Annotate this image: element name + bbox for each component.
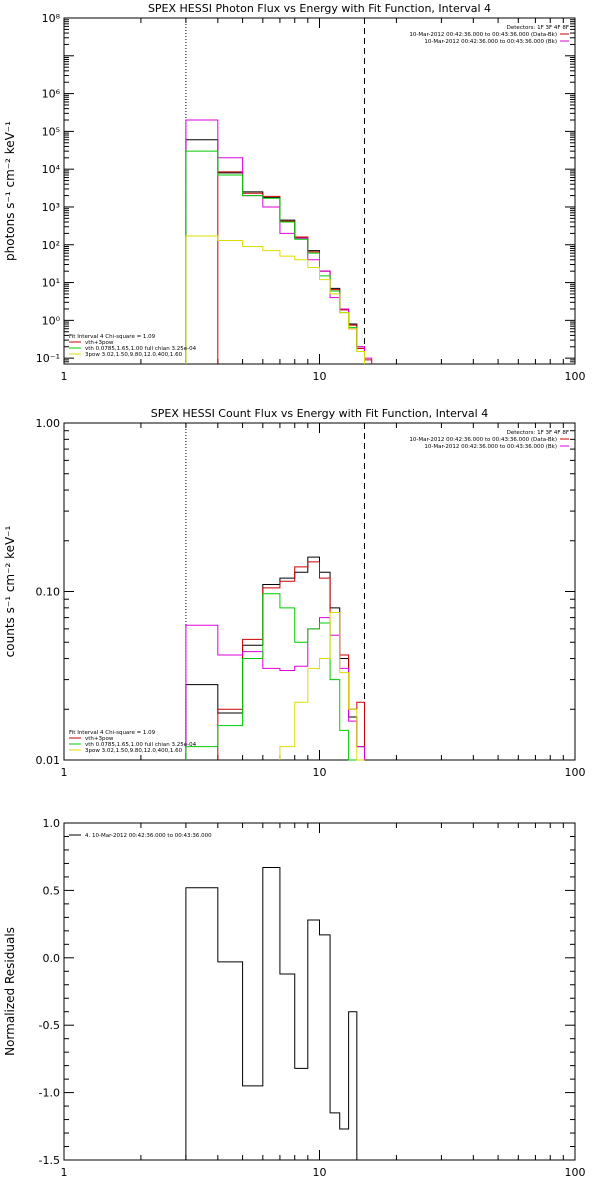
y-tick-label: -1.0 — [39, 1087, 60, 1100]
y-tick-label: 10² — [42, 239, 60, 252]
y-tick-label-top: 10⁸ — [42, 12, 61, 25]
series-line-2 — [185, 119, 373, 364]
y-axis-label: Normalized Residuals — [3, 927, 17, 1056]
legend-right-text: 10-Mar-2012 00:42:36.000 to 00:43:36.000… — [424, 444, 557, 450]
y-axis-label: photons s⁻¹ cm⁻² keV⁻¹ — [3, 121, 17, 261]
plot-frame — [63, 17, 576, 365]
chart-title: SPEX HESSI Photon Flux vs Energy with Fi… — [148, 2, 491, 15]
y-tick-label: 0.5 — [43, 884, 61, 897]
y-tick-label: 0.0 — [43, 952, 61, 965]
chart-resid: Normalized Residuals 1 10 100 -1.5 -1.0 -0.5 0.… — [3, 817, 586, 1179]
y-tick-label: 10⁶ — [42, 88, 61, 101]
x-tick-label: 100 — [565, 370, 586, 383]
chart-photon: SPEX HESSI Photon Flux vs Energy with Fi… — [3, 2, 586, 383]
series-line-3 — [185, 150, 365, 364]
y-tick-label: 0.10 — [36, 586, 61, 599]
legend-left-text: vth 0.0785,1.65,1.00 full chian 3.25e-04 — [85, 742, 197, 748]
y-axis-label: counts s⁻¹ cm⁻² keV⁻¹ — [3, 525, 17, 657]
legend-right-text: Detectors: 1F 3F 4F 8F — [507, 25, 569, 31]
legend-left-text: Fit Interval 4 Chi-square = 1.09 — [69, 334, 156, 340]
y-tick-label: 10⁻¹ — [36, 352, 60, 365]
legend-right-text: 10-Mar-2012 00:42:36.000 to 00:43:36.000… — [424, 39, 557, 45]
legend-left-text: Fit Interval 4 Chi-square = 1.09 — [69, 730, 156, 736]
x-tick-label: 1 — [61, 766, 68, 779]
legend-right-text: 10-Mar-2012 00:42:36.000 to 00:43:36.000… — [409, 437, 557, 443]
legend-left-text: vth 0.0785,1.65,1.00 full chian 3.25e-04 — [85, 346, 197, 352]
legend-left-text: 3pow 3.02,1.50,9.80,12.0,400,1.60 — [85, 748, 183, 754]
x-tick-label: 100 — [565, 1166, 586, 1179]
series-line-3 — [185, 593, 357, 761]
plot-frame — [63, 422, 576, 761]
x-tick-label: 100 — [565, 766, 586, 779]
y-tick-label: 10³ — [42, 201, 60, 214]
y-tick-label: 10⁴ — [42, 163, 61, 176]
series-line-4 — [279, 612, 365, 761]
legend-right-text: 10-Mar-2012 00:42:36.000 to 00:43:36.000… — [409, 32, 557, 38]
x-tick-label: 1 — [61, 370, 68, 383]
y-tick-label: 0.01 — [36, 754, 61, 767]
series-line-1 — [217, 171, 373, 364]
legend-left-text: 4. 10-Mar-2012 00:42:36.000 to 00:43:36.… — [85, 833, 212, 839]
y-tick-label: 10⁰ — [42, 314, 61, 327]
legend-right-text: Detectors: 1F 3F 4F 8F — [507, 430, 569, 436]
plot-frame — [63, 822, 576, 1161]
x-tick-label: 10 — [313, 766, 327, 779]
legend-left-text: vth+3pow — [85, 340, 114, 346]
y-tick-label: -1.5 — [39, 1154, 60, 1167]
series-line-2 — [185, 617, 365, 760]
y-tick-label: 10¹ — [42, 277, 60, 290]
y-tick-label: -0.5 — [39, 1019, 60, 1032]
series-line-4 — [185, 235, 365, 364]
y-tick-label: 1.0 — [43, 817, 61, 830]
y-tick-label: 10⁵ — [42, 125, 60, 138]
x-tick-label: 10 — [313, 370, 327, 383]
x-tick-label: 10 — [313, 1166, 327, 1179]
y-tick-label: 1.00 — [36, 417, 61, 430]
legend-left-text: 3pow 3.02,1.50,9.80,12.0,400,1.60 — [85, 352, 183, 358]
chart-title: SPEX HESSI Count Flux vs Energy with Fit… — [151, 407, 488, 420]
x-tick-label: 1 — [61, 1166, 68, 1179]
series-line-0 — [185, 139, 365, 364]
chart-count: SPEX HESSI Count Flux vs Energy with Fit… — [3, 407, 586, 779]
legend-left-text: vth+3pow — [85, 736, 114, 742]
series-line-0 — [185, 866, 358, 1160]
